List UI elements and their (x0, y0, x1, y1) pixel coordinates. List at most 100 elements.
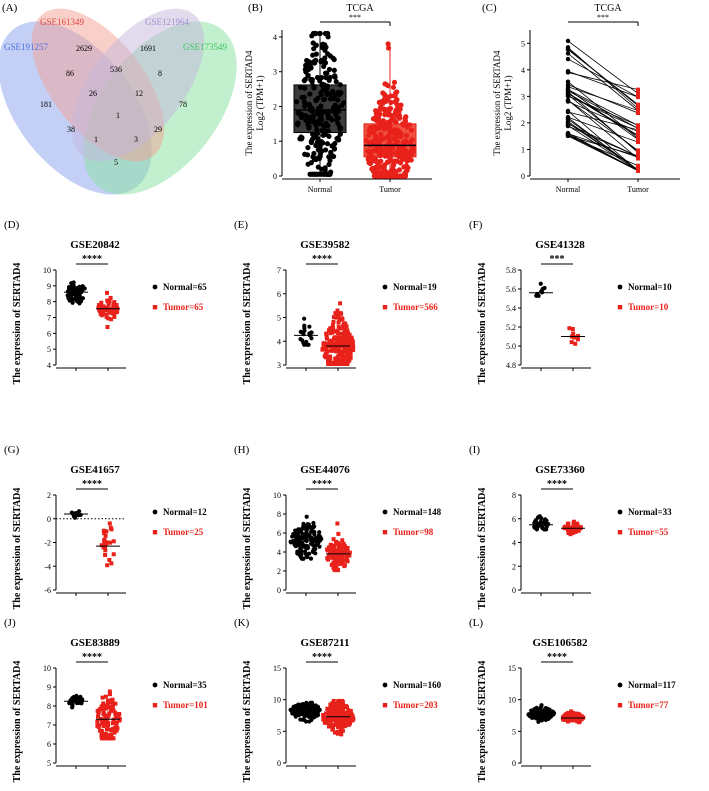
data-point-tumor (110, 697, 115, 702)
data-point (383, 168, 389, 175)
legend-normal: Normal=19 (393, 282, 437, 292)
data-point-normal (317, 530, 322, 535)
data-point (381, 162, 388, 168)
data-point (303, 112, 309, 119)
data-point-tumor (636, 133, 640, 138)
significance-label: **** (312, 479, 332, 490)
data-point-tumor (579, 717, 584, 722)
data-point (376, 165, 382, 171)
pair-line (567, 133, 639, 158)
data-point-tumor (571, 521, 576, 526)
data-point-tumor (329, 552, 334, 557)
legend-tumor: Tumor=10 (628, 302, 669, 312)
data-point (314, 74, 321, 81)
data-point-normal (565, 56, 571, 62)
data-point-tumor (99, 313, 104, 318)
data-point (381, 106, 387, 112)
data-point (365, 148, 371, 154)
data-point (299, 135, 305, 141)
data-point (313, 57, 319, 63)
panel-b: (B) TCGA 0 1 2 3 4 Normal Tumor The expression of… (244, 2, 432, 194)
data-point-normal (312, 524, 317, 529)
data-point (320, 122, 326, 128)
significance-label: **** (547, 652, 567, 663)
data-point-normal (565, 93, 571, 99)
data-point-tumor (325, 720, 330, 725)
data-point-tumor (99, 543, 104, 548)
legend-marker-normal (152, 284, 158, 290)
data-point-tumor (328, 545, 333, 550)
data-point-tumor (328, 354, 333, 359)
legend-marker-tumor (382, 305, 388, 310)
panel-f: (F) GSE41328 4.8 5.0 5.2 5.4 5.6 5.8 The express… (469, 219, 672, 384)
data-point (331, 67, 337, 73)
data-point-tumor (636, 123, 640, 128)
panel-label: (D) (4, 219, 20, 231)
data-point-normal (298, 717, 303, 722)
data-point-normal (66, 293, 71, 298)
data-point-tumor (105, 325, 110, 329)
data-point-tumor (576, 333, 581, 338)
data-point (394, 158, 401, 164)
data-point-tumor (339, 311, 344, 316)
data-point-normal (305, 524, 310, 529)
data-point-normal (289, 539, 294, 544)
y-axis-label: The expression of SERTAD4 (242, 661, 253, 783)
data-point-tumor (636, 154, 640, 159)
data-point-normal (70, 283, 75, 288)
chart-title: TCGA (346, 3, 374, 14)
y-tick-label: 9 (47, 282, 51, 291)
y-tick-label: 2 (273, 102, 277, 111)
data-point (377, 153, 383, 159)
data-point-tumor (330, 555, 335, 560)
data-point-tumor (336, 531, 341, 536)
x-label-normal: Normal (556, 185, 581, 194)
data-point-normal (534, 716, 539, 721)
data-point-tumor (102, 538, 107, 543)
data-point (391, 79, 398, 85)
data-point-normal (308, 556, 314, 561)
data-point-tumor (336, 545, 341, 550)
data-point (385, 153, 391, 159)
data-point-normal (302, 549, 308, 554)
panel-i: (I) GSE73360 0 2 4 6 8 The expression of SERTAD… (469, 444, 672, 609)
panel-label: (F) (469, 219, 483, 231)
data-point-tumor (326, 548, 331, 553)
legend-tumor: Tumor=65 (163, 302, 204, 312)
pair-line (567, 81, 639, 139)
legend-normal: Normal=33 (628, 507, 672, 517)
data-point-tumor (340, 704, 345, 709)
data-point (313, 142, 319, 149)
panel-h: (H) GSE44076 0 2 4 6 8 10 The expression of SERT… (234, 444, 442, 609)
data-point-tumor (112, 314, 117, 319)
significance-label: **** (82, 479, 102, 490)
data-point (396, 167, 403, 173)
data-point-tumor (320, 347, 325, 352)
y-tick-label: 8 (47, 702, 51, 711)
data-point-tumor (99, 736, 104, 741)
data-point-tumor (335, 702, 340, 707)
data-point (325, 115, 331, 121)
venn-region-count: 38 (67, 125, 75, 134)
data-point-tumor (329, 348, 334, 353)
data-point (307, 114, 313, 120)
data-point-tumor (340, 356, 345, 361)
data-point-tumor (636, 150, 640, 155)
data-point-tumor (575, 521, 580, 526)
y-tick-label: -6 (44, 586, 51, 595)
data-point-tumor (105, 701, 110, 706)
y-tick-label: 0 (512, 586, 516, 595)
data-point-tumor (331, 550, 336, 555)
data-point (310, 119, 316, 125)
y-axis-label: The expression of SERTAD4 (242, 263, 253, 385)
data-point-normal (301, 524, 306, 529)
data-point (313, 97, 319, 103)
data-point-tumor (332, 543, 337, 548)
data-point-tumor (106, 723, 111, 728)
data-point (384, 94, 391, 100)
data-point-tumor (325, 707, 330, 712)
y-tick-label: 3 (521, 92, 525, 101)
data-point-normal (308, 707, 313, 712)
data-point-normal (547, 709, 552, 714)
data-point (403, 163, 409, 169)
